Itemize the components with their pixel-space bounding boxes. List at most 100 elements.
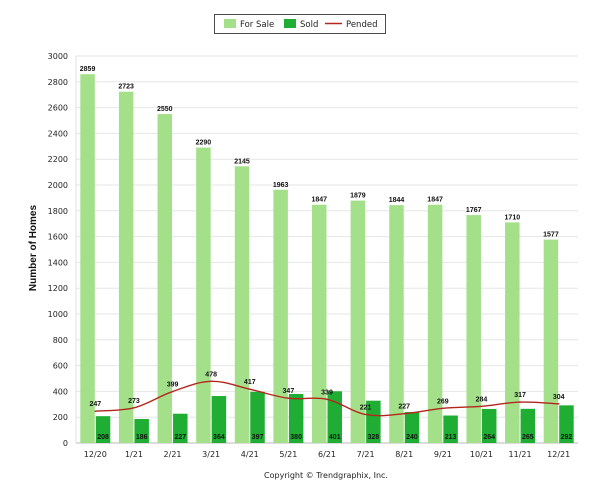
sold-bar [327, 391, 342, 443]
for-sale-value-label: 2859 [80, 66, 96, 73]
sold-value-label: 208 [97, 434, 109, 441]
pended-value-label: 273 [128, 398, 140, 405]
x-tick-label: 9/21 [434, 450, 452, 459]
sold-bar [288, 393, 304, 443]
for-sale-bar [312, 204, 327, 443]
for-sale-value-label: 1847 [427, 197, 443, 204]
pended-value-label: 347 [283, 388, 295, 395]
y-tick-label: 600 [53, 362, 68, 371]
pended-point [248, 388, 251, 391]
pended-line [94, 380, 560, 417]
y-tick-label: 2000 [48, 181, 68, 190]
sold-bar [443, 415, 458, 443]
pended-value-label: 339 [321, 389, 333, 396]
sold-bar [366, 400, 381, 443]
pended-value-label: 478 [205, 371, 217, 378]
pended-value-label: 247 [89, 401, 101, 408]
pended-value-label: 221 [360, 404, 372, 411]
x-axis-ticks: 12/20 1/21 2/21 3/21 4/21 5/21 6/21 7/21 8/21 9/2… [84, 450, 570, 459]
sold-value-label: 265 [522, 434, 534, 441]
pended-value-label: 269 [437, 398, 449, 405]
x-tick-label: 4/21 [241, 450, 259, 459]
sold-value-label: 186 [136, 434, 148, 441]
pended-value-label: 399 [167, 382, 179, 389]
sold-value-label: 401 [329, 434, 341, 441]
y-tick-label: 2200 [48, 155, 68, 164]
sold-bar [134, 419, 149, 443]
for-sale-value-label: 2550 [157, 106, 173, 113]
y-axis-ticks: 0 200 400 600 800 1000 1200 1400 1600 1800 2000 220… [48, 52, 68, 448]
y-tick-label: 0 [63, 439, 68, 448]
sold-bar [211, 396, 227, 443]
x-tick-label: 2/21 [164, 450, 182, 459]
sold-value-label: 397 [252, 434, 264, 441]
y-tick-label: 3000 [48, 52, 68, 61]
y-tick-label: 400 [53, 387, 68, 396]
y-tick-label: 800 [53, 336, 68, 345]
for-sale-bar [80, 74, 95, 444]
for-sale-bar [118, 91, 134, 443]
for-sale-value-label: 1844 [389, 197, 405, 204]
sold-bar [95, 416, 111, 443]
pended-point [94, 410, 97, 412]
for-sale-bar [234, 166, 250, 444]
copyright-text: Copyright © Trendgraphix, Inc. [264, 471, 388, 480]
y-tick-label: 1400 [48, 258, 68, 267]
sold-bar [173, 413, 188, 443]
pended-point [519, 401, 521, 403]
for-sale-value-label: 1767 [466, 207, 482, 214]
bars [80, 74, 574, 444]
sold-value-label: 364 [213, 434, 225, 441]
for-sale-value-label: 1847 [311, 197, 327, 204]
x-tick-label: 5/21 [279, 450, 297, 459]
sold-bar [250, 391, 265, 443]
for-sale-bar [505, 222, 520, 443]
pended-point [480, 405, 483, 408]
y-tick-label: 2800 [48, 78, 68, 87]
sold-value-label: 227 [174, 434, 186, 441]
sold-value-label: 213 [445, 434, 457, 441]
for-sale-bar [389, 205, 404, 443]
x-tick-label: 1/21 [125, 450, 143, 459]
for-sale-value-label: 2723 [118, 84, 134, 91]
for-sale-bar [350, 200, 366, 443]
x-tick-label: 10/21 [470, 450, 493, 459]
for-sale-value-label: 2290 [196, 140, 212, 147]
pended-point [171, 390, 174, 393]
y-tick-label: 1800 [48, 207, 68, 216]
y-tick-label: 1000 [48, 310, 68, 319]
x-tick-label: 3/21 [202, 450, 220, 459]
legend-label-sold: Sold [300, 20, 318, 30]
sold-bar [520, 408, 536, 443]
for-sale-value-label: 1577 [543, 232, 559, 239]
x-tick-label: 12/21 [547, 450, 570, 459]
for-sale-bar [157, 114, 173, 444]
legend-label-for-sale: For Sale [240, 20, 274, 30]
pended-value-label: 317 [514, 392, 526, 399]
for-sale-bar [273, 189, 288, 443]
for-sale-value-label: 2145 [234, 158, 250, 165]
sold-value-label: 292 [561, 434, 573, 441]
x-tick-label: 11/21 [509, 450, 532, 459]
sold-value-label: 380 [290, 434, 302, 441]
gridlines [75, 55, 578, 444]
legend-label-pended: Pended [346, 20, 377, 30]
y-axis-title: Number of Homes [28, 205, 39, 292]
for-sale-bar [196, 147, 211, 443]
legend-swatch-for-sale [224, 19, 236, 28]
data-labels: 2859 208 2723 186 2550 227 2290 364 2145 397 1963 3… [80, 66, 573, 441]
pended-value-label: 417 [244, 379, 256, 386]
x-tick-label: 6/21 [318, 450, 336, 459]
y-tick-label: 200 [53, 413, 68, 422]
legend: For Sale Sold Pended [214, 14, 386, 34]
y-tick-label: 2400 [48, 129, 68, 138]
for-sale-bar [466, 215, 481, 443]
legend-swatch-sold [284, 19, 296, 28]
sold-bar [559, 405, 574, 443]
pended-value-label: 304 [553, 394, 565, 401]
sold-value-label: 328 [368, 434, 380, 441]
x-tick-label: 8/21 [395, 450, 413, 459]
for-sale-bar [543, 239, 559, 443]
pended-point [287, 397, 290, 400]
